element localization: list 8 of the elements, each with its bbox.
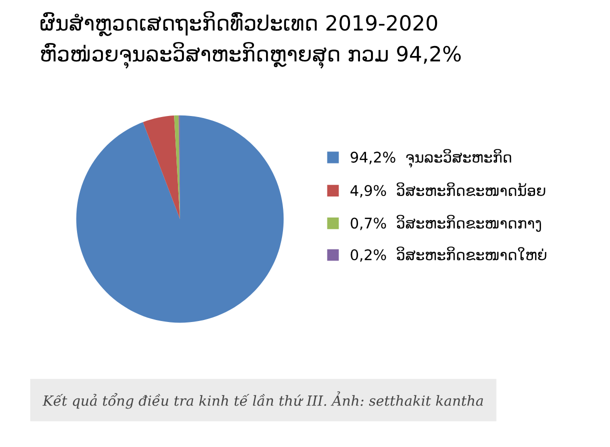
chart-title: ຜົນສຳຫຼວດເສດຖະກິດທົ່ວປະເທດ 2019-2020 ຫົວໜ່ວຍຈຸນລະວິສາຫະກິດຫຼາຍສຸດ ກວມ 94,2% — [40, 11, 461, 69]
legend-label: 94,2% ຈຸນລະວິສະຫະກິດ — [350, 149, 512, 168]
pie-slice — [76, 115, 284, 323]
pie-slice — [142, 115, 180, 220]
legend-label: 0,7% ວິສະຫະກິດຂະໜາດກາງ — [350, 214, 541, 232]
legend-label: 4,9% ວິສະຫະກິດຂະໜາດນ້ອຍ — [350, 182, 546, 198]
legend-label: 0,2% ວິສະຫະກິດຂະໜາດໃຫຍ່ — [350, 246, 546, 262]
text: Kết quả tổng điều tra kinh tế lần thứ III. Ảnh: setthakit kantha — [42, 391, 483, 409]
